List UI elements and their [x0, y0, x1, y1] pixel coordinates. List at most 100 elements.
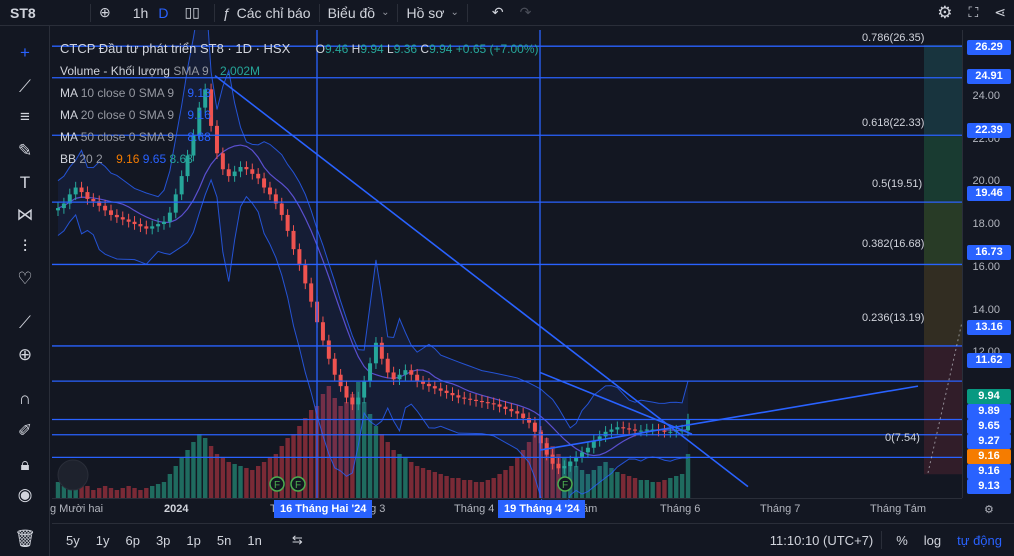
range-1d-button[interactable]: 1n: [247, 532, 262, 548]
candle-body: [662, 430, 667, 432]
candle-body: [103, 205, 108, 211]
fib-label: 0.786(26.35): [862, 32, 925, 44]
chart-menu-button[interactable]: Biểu đồ ⌄: [327, 4, 390, 21]
auto-toggle[interactable]: tự động: [957, 532, 1002, 548]
volume-bar: [515, 458, 520, 498]
share-button[interactable]: ⋖: [986, 0, 1014, 26]
trash-icon[interactable]: 🗑︎: [14, 529, 36, 548]
candle-body: [108, 210, 113, 215]
pencil-lock-icon[interactable]: ✐: [17, 421, 33, 440]
range-6m-button[interactable]: 6p: [125, 532, 140, 548]
candle-body: [362, 381, 367, 398]
price-label: 9.89: [967, 404, 1011, 419]
forecast-icon[interactable]: ⫶: [22, 237, 28, 256]
volume-bar: [114, 490, 120, 498]
scale-settings-gear-icon[interactable]: ⚙: [984, 504, 994, 516]
fib-zone: [924, 136, 962, 201]
candle-body: [403, 370, 408, 375]
ohlc-values: O9.46 H9.94 L9.36 C9.94 +0.65 (+7.00%): [315, 42, 539, 56]
symbol-search-button[interactable]: ST8: [10, 4, 36, 21]
candle-body: [279, 203, 284, 215]
legend-ma50[interactable]: MA 50 close 0 SMA 9 8.68: [60, 130, 211, 144]
last-price-label: 9.94: [967, 389, 1011, 404]
goto-date-icon[interactable]: ⇆: [291, 532, 303, 547]
candle-body: [562, 466, 567, 469]
time-scale[interactable]: g Mười hai 2024 T ng 3 Tháng 4 ăm Tháng …: [50, 498, 994, 520]
range-3m-button[interactable]: 3p: [155, 532, 171, 548]
volume-bar: [332, 398, 337, 498]
text-icon[interactable]: T: [19, 173, 31, 192]
lock-icon[interactable]: 🔒︎: [20, 455, 30, 474]
candle-body: [250, 169, 255, 174]
volume-bar: [120, 488, 125, 498]
range-5d-button[interactable]: 5n: [216, 532, 232, 548]
candle-type-button[interactable]: ▯▯: [176, 0, 213, 26]
range-5y-button[interactable]: 5y: [66, 532, 80, 548]
interval-button[interactable]: 1h D: [132, 4, 169, 21]
fib-label: 0.5(19.51): [872, 178, 923, 190]
candle-body: [397, 374, 402, 380]
volume-bar: [138, 490, 143, 498]
candle-body: [267, 187, 272, 195]
crosshair-date-2: 19 Tháng 4 '24: [498, 500, 586, 518]
divider: [397, 3, 399, 22]
volume-bar: [662, 480, 667, 498]
candle-body: [273, 194, 278, 204]
zoom-icon[interactable]: ⊕: [17, 345, 33, 364]
price-label: 9.27: [967, 434, 1011, 449]
interval-type[interactable]: D: [158, 4, 169, 21]
range-1y-button[interactable]: 1y: [95, 532, 110, 548]
undo-button[interactable]: ↶: [484, 0, 512, 26]
price-label: 9.16: [967, 464, 1011, 479]
fib-icon[interactable]: ≡: [20, 107, 30, 126]
price-label: 19.46: [967, 186, 1011, 201]
volume-bar: [456, 478, 461, 498]
time-label: ăm: [582, 503, 598, 515]
settings-button[interactable]: ⚙: [929, 0, 960, 26]
price-label: 16.73: [967, 245, 1011, 260]
volume-bar: [150, 486, 155, 498]
magnet-icon[interactable]: ∩: [18, 389, 32, 408]
volume-bar: [250, 470, 255, 498]
indicators-button[interactable]: ƒ Các chỉ báo: [222, 4, 311, 21]
candle-body: [167, 212, 172, 222]
candle-body: [650, 429, 655, 431]
redo-button[interactable]: ↷: [512, 0, 540, 26]
volume-bar: [538, 430, 544, 498]
volume-bar: [591, 470, 596, 498]
trendline-icon[interactable]: ⟋: [19, 77, 31, 96]
compare-add-button[interactable]: ⊕: [91, 0, 125, 26]
volume-bar: [367, 414, 373, 498]
volume-bar: [391, 450, 396, 498]
volume-bar: [467, 480, 473, 498]
fullscreen-button[interactable]: ⛶: [960, 0, 986, 26]
log-toggle[interactable]: log: [923, 532, 942, 548]
legend-ma10[interactable]: MA 10 close 0 SMA 9 9.13: [60, 86, 211, 100]
pattern-icon[interactable]: ⋈: [16, 205, 34, 224]
volume-bar: [167, 474, 173, 498]
price-scale[interactable]: 24.00 22.00 20.00 18.00 16.00 14.00 12.0…: [962, 30, 1014, 498]
profile-menu-button[interactable]: Hồ sơ ⌄: [406, 4, 459, 21]
volume-bar: [202, 438, 208, 498]
brush-icon[interactable]: ✎: [17, 141, 33, 160]
volume-bar: [509, 466, 514, 498]
candle-body: [262, 178, 267, 188]
volume-bar: [420, 468, 426, 498]
candle-body: [521, 413, 526, 419]
volume-bar: [679, 474, 685, 498]
candle-body: [214, 125, 219, 154]
legend-bb[interactable]: BB 20 2 9.16 9.65 8.68: [60, 152, 193, 166]
crosshair-icon[interactable]: +: [20, 43, 30, 62]
ruler-icon[interactable]: ⟋: [19, 313, 31, 332]
range-1m-button[interactable]: 1p: [186, 532, 201, 548]
candle-body: [56, 208, 60, 211]
volume-bar: [191, 442, 196, 498]
eye-icon[interactable]: ◉: [17, 485, 33, 504]
legend-volume[interactable]: Volume - Khối lượng SMA 9 2.002M: [60, 64, 261, 78]
heart-icon[interactable]: ♡: [17, 269, 33, 288]
clock-time[interactable]: 11:10:10 (UTC+7): [769, 532, 874, 548]
volume-bar: [108, 488, 114, 498]
percent-toggle[interactable]: %: [896, 532, 908, 548]
legend-ma20[interactable]: MA 20 close 0 SMA 9 9.16: [60, 108, 211, 122]
